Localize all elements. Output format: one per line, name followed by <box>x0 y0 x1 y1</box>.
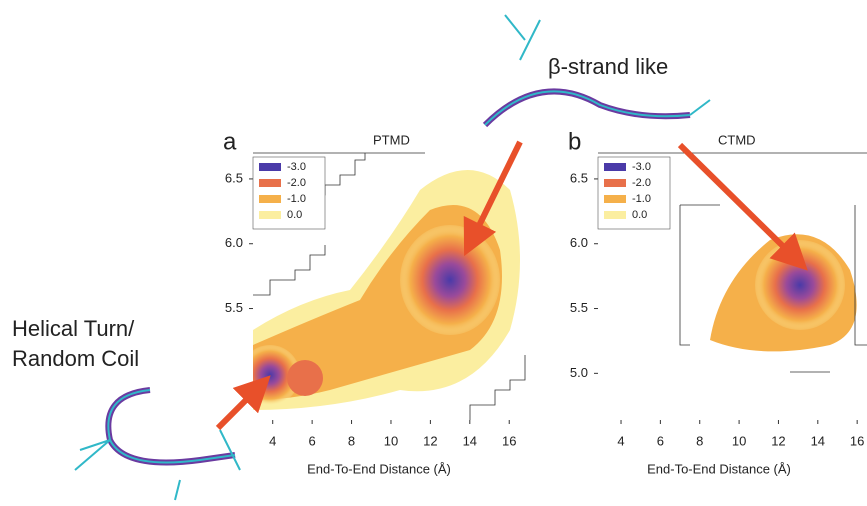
legend-label: 0.0 <box>287 209 302 221</box>
legend-label: -2.0 <box>632 177 651 189</box>
annotation: Random Coil <box>12 346 139 371</box>
x-tick-label: 10 <box>732 433 746 448</box>
x-tick-label: 14 <box>811 433 825 448</box>
y-tick-label: 5.0 <box>570 365 588 380</box>
panel-label: b <box>568 128 581 155</box>
legend-swatch <box>604 211 626 219</box>
y-tick-label: 6.5 <box>570 170 588 185</box>
x-tick-label: 6 <box>657 433 664 448</box>
panel-label: a <box>223 128 237 155</box>
legend-swatch <box>259 163 281 171</box>
legend-label: -1.0 <box>632 193 651 205</box>
x-axis-label: End-To-End Distance (Å) <box>647 461 791 476</box>
x-tick-label: 10 <box>384 433 398 448</box>
y-tick-label: 5.5 <box>570 300 588 315</box>
legend-swatch <box>604 163 626 171</box>
density-b <box>710 234 857 351</box>
annotation: Helical Turn/ <box>12 316 135 341</box>
y-tick-label: 5.5 <box>225 300 243 315</box>
x-axis-label: End-To-End Distance (Å) <box>307 461 451 476</box>
chart-title: CTMD <box>718 132 756 147</box>
legend-swatch <box>259 211 281 219</box>
legend-label: -1.0 <box>287 193 306 205</box>
x-tick-label: 4 <box>269 433 276 448</box>
x-tick-label: 6 <box>309 433 316 448</box>
x-tick-label: 14 <box>463 433 477 448</box>
x-tick-label: 12 <box>423 433 437 448</box>
y-tick-label: 6.5 <box>225 170 243 185</box>
x-tick-label: 16 <box>850 433 864 448</box>
x-tick-label: 12 <box>771 433 785 448</box>
x-tick-label: 8 <box>348 433 355 448</box>
annotation: β-strand like <box>548 54 668 79</box>
legend-swatch <box>259 195 281 203</box>
legend-swatch <box>604 195 626 203</box>
legend-swatch <box>604 179 626 187</box>
legend-swatch <box>259 179 281 187</box>
x-tick-label: 4 <box>617 433 624 448</box>
legend-label: -3.0 <box>632 161 651 173</box>
x-tick-label: 8 <box>696 433 703 448</box>
figure: Helical Turn/ Random Coil β-strand like … <box>0 0 867 506</box>
x-tick-label: 16 <box>502 433 516 448</box>
legend-label: -3.0 <box>287 161 306 173</box>
legend-label: -2.0 <box>287 177 306 189</box>
y-tick-label: 6.0 <box>570 235 588 250</box>
y-tick-label: 6.0 <box>225 235 243 250</box>
chart-title: PTMD <box>373 132 410 147</box>
legend-label: 0.0 <box>632 209 647 221</box>
